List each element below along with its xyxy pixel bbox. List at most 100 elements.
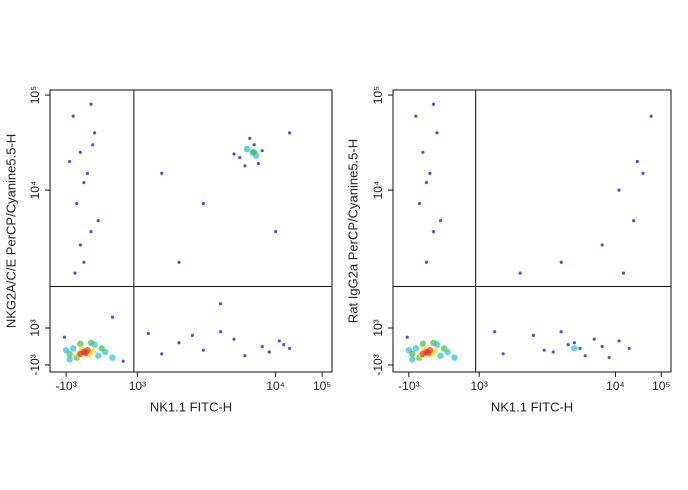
- y-tick-label: 10³: [28, 319, 42, 336]
- event-dot: [424, 349, 432, 357]
- event-dot: [243, 145, 251, 153]
- event-dot: [542, 348, 546, 352]
- event-dot: [91, 143, 95, 147]
- event-dot: [617, 188, 621, 192]
- event-dot: [78, 150, 82, 154]
- event-dot: [177, 260, 181, 264]
- event-dot: [94, 352, 102, 359]
- event-dot: [451, 354, 458, 361]
- event-dot: [110, 315, 115, 319]
- event-dot: [75, 201, 79, 206]
- event-dot: [431, 230, 436, 234]
- event-dot: [649, 114, 653, 118]
- event-dot: [641, 171, 645, 175]
- event-dot: [607, 355, 611, 360]
- event-dot: [277, 339, 281, 343]
- event-dot: [78, 243, 82, 247]
- x-tick-label: 10⁴: [606, 379, 625, 393]
- event-dot: [160, 352, 164, 356]
- x-axis-title: NK1.1 FITC-H: [491, 399, 573, 414]
- event-dot: [424, 260, 429, 264]
- event-dot: [274, 230, 278, 234]
- event-dot: [438, 219, 443, 223]
- event-dot: [177, 341, 181, 345]
- event-dot: [583, 354, 587, 358]
- event-dot: [243, 164, 247, 168]
- event-dot: [77, 350, 84, 358]
- y-axis-title: NKG2A/C/E PerCP/Cyanine5.5-H: [3, 134, 18, 328]
- x-axis-title: NK1.1 FITC-H: [150, 399, 232, 414]
- event-dot: [559, 260, 563, 264]
- event-dot: [600, 243, 604, 247]
- event-dot: [627, 346, 631, 350]
- event-dot: [501, 352, 505, 356]
- event-dot: [260, 344, 264, 349]
- plot-frame: [392, 89, 672, 373]
- event-dot: [201, 348, 205, 352]
- event-dot: [600, 344, 604, 349]
- event-dot: [82, 260, 86, 264]
- event-dot: [238, 155, 242, 160]
- y-tick-label: -10³: [371, 354, 385, 375]
- event-dot: [62, 335, 67, 339]
- x-tick-label: -10³: [398, 379, 419, 393]
- event-dot: [121, 359, 125, 363]
- x-tick-label: 10⁴: [266, 379, 285, 393]
- plot-frame: [49, 89, 333, 373]
- event-dot: [617, 339, 621, 343]
- event-dot: [68, 159, 72, 164]
- event-dot: [219, 302, 223, 306]
- event-dot: [66, 356, 73, 363]
- event-dot: [89, 230, 93, 234]
- event-dot: [201, 201, 205, 206]
- event-dot: [250, 149, 258, 156]
- event-dot: [572, 341, 576, 345]
- event-dot: [89, 102, 93, 106]
- event-dot: [109, 354, 116, 361]
- event-dot: [435, 131, 439, 135]
- event-dot: [621, 271, 626, 275]
- event-dot: [571, 345, 578, 352]
- event-dot: [96, 219, 100, 223]
- event-dot: [98, 345, 105, 352]
- event-dot: [412, 345, 420, 352]
- event-dot: [232, 152, 236, 156]
- event-dot: [146, 331, 150, 336]
- event-dot: [431, 102, 436, 106]
- event-dot: [190, 333, 195, 337]
- event-dot: [493, 330, 497, 334]
- event-dot: [93, 131, 97, 135]
- y-tick-label: 10⁵: [28, 86, 42, 104]
- event-dot: [288, 131, 292, 135]
- event-dot: [252, 143, 256, 147]
- event-dot: [260, 149, 264, 153]
- event-dot: [232, 337, 236, 341]
- x-tick-label: 10³: [129, 379, 146, 393]
- y-axis-title: Rat IgG2a PerCP/Cyanine5.5-H: [345, 139, 360, 323]
- event-dot: [440, 345, 448, 352]
- event-dot: [531, 333, 535, 337]
- event-dot: [417, 201, 421, 206]
- event-dot: [409, 350, 416, 358]
- x-tick-label: 10⁵: [313, 379, 331, 393]
- event-dot: [282, 343, 286, 347]
- event-dot: [243, 354, 247, 358]
- event-dot: [405, 335, 409, 339]
- event-dot: [419, 350, 427, 358]
- event-dot: [566, 343, 570, 347]
- event-dot: [73, 271, 77, 275]
- event-dot: [551, 350, 555, 354]
- event-dot: [66, 350, 73, 358]
- event-dot: [248, 136, 252, 141]
- event-dot: [419, 340, 427, 347]
- event-dot: [256, 162, 260, 166]
- y-tick-label: 10⁴: [371, 181, 385, 200]
- y-tick-label: 10⁵: [371, 86, 385, 104]
- x-tick-label: 10³: [471, 379, 488, 393]
- x-tick-label: -10³: [55, 379, 76, 393]
- event-dot: [414, 114, 418, 118]
- x-tick-label: 10⁵: [652, 379, 670, 393]
- event-dot: [424, 180, 429, 185]
- event-dot: [85, 171, 90, 175]
- event-dot: [409, 356, 416, 363]
